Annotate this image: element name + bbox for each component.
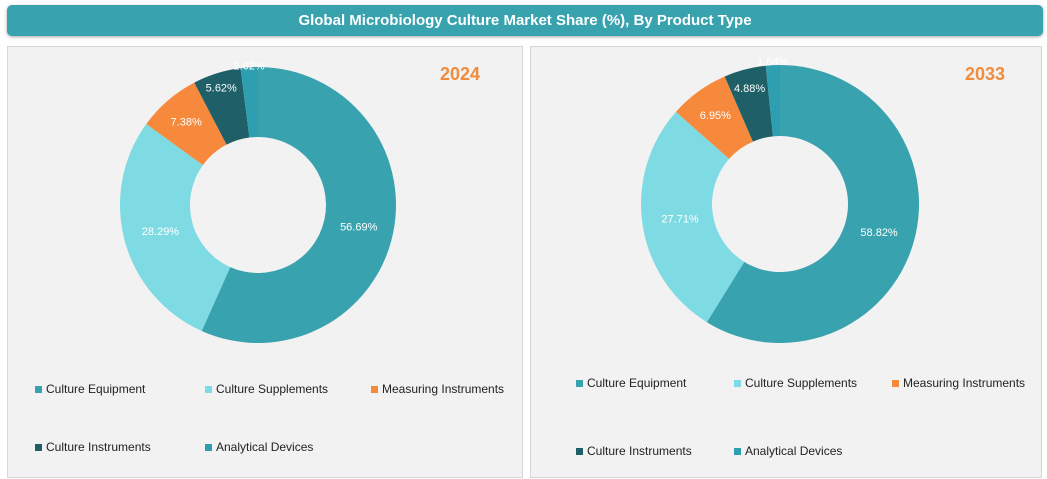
donut-slice-culture-instruments [194, 68, 250, 145]
data-label-culture-equipment: 56.69% [340, 221, 378, 233]
donut-slice-culture-supplements [641, 111, 745, 323]
legend-item-culture-instruments: Culture Instruments [35, 440, 151, 454]
donut-slice-analytical-devices [240, 67, 258, 138]
legend-swatch [576, 447, 583, 455]
data-label-analytical-devices: 2.02% [234, 60, 265, 72]
data-label-measuring-instruments: 6.95% [700, 110, 731, 122]
legend-label: Culture Instruments [587, 444, 692, 458]
legend-swatch [205, 385, 212, 393]
chart-panel-2033: 2033 58.82% 27.71% 6.95% 4.88% 1.64% Culture… [530, 46, 1042, 478]
year-label: 2024 [440, 64, 481, 84]
legend-swatch [734, 447, 741, 455]
legend-swatch [371, 385, 378, 393]
data-label-measuring-instruments: 7.38% [171, 117, 202, 129]
legend-swatch [734, 379, 741, 387]
legend-item-culture-supplements: Culture Supplements [205, 382, 328, 396]
legend-swatch [205, 443, 212, 451]
donut-chart-2033: 58.82% 27.71% 6.95% 4.88% 1.64% [641, 56, 919, 343]
donut-chart-2024: 56.69% 28.29% 7.38% 5.62% 2.02% [120, 60, 396, 343]
legend-item-analytical-devices: Analytical Devices [205, 440, 313, 454]
legend-label: Culture Equipment [587, 376, 687, 390]
donut-slice-analytical-devices [765, 65, 780, 137]
chart-panel-2024: 2024 56.69% 28.29% 7.38% 5.62% 2.02% Culture… [7, 46, 523, 478]
data-label-culture-instruments: 4.88% [734, 83, 765, 95]
legend-label: Culture Supplements [745, 376, 858, 390]
year-label: 2033 [965, 64, 1006, 84]
legend-item-culture-supplements: Culture Supplements [734, 376, 857, 390]
legend-label: Analytical Devices [745, 444, 843, 458]
legend-swatch [892, 379, 899, 387]
data-label-culture-equipment: 58.82% [860, 227, 898, 239]
legend-swatch [576, 379, 583, 387]
legend-item-measuring-instruments: Measuring Instruments [892, 376, 1025, 390]
legend-swatch [35, 443, 42, 451]
donut-slice-measuring-instruments [146, 82, 227, 166]
data-label-culture-supplements: 28.29% [142, 226, 180, 238]
donut-slice-culture-equipment [706, 65, 919, 343]
data-label-analytical-devices: 1.64% [757, 56, 788, 68]
legend-label: Measuring Instruments [903, 376, 1026, 390]
donut-slice-measuring-instruments [675, 76, 753, 159]
legend-label: Culture Equipment [46, 382, 146, 396]
data-label-culture-instruments: 5.62% [206, 83, 237, 95]
donut-slice-culture-equipment [201, 67, 396, 343]
data-label-culture-supplements: 27.71% [661, 214, 699, 226]
legend-label: Culture Instruments [46, 440, 151, 454]
legend-item-analytical-devices: Analytical Devices [734, 444, 842, 458]
chart-title: Global Microbiology Culture Market Share… [7, 5, 1043, 36]
legend-label: Analytical Devices [216, 440, 314, 454]
legend-swatch [35, 385, 42, 393]
legend-item-measuring-instruments: Measuring Instruments [371, 382, 504, 396]
legend-item-culture-equipment: Culture Equipment [576, 376, 686, 390]
legend-item-culture-equipment: Culture Equipment [35, 382, 145, 396]
legend-item-culture-instruments: Culture Instruments [576, 444, 692, 458]
donut-slice-culture-instruments [724, 65, 774, 142]
legend-label: Measuring Instruments [382, 382, 505, 396]
donut-slice-culture-supplements [120, 124, 231, 331]
legend-label: Culture Supplements [216, 382, 329, 396]
